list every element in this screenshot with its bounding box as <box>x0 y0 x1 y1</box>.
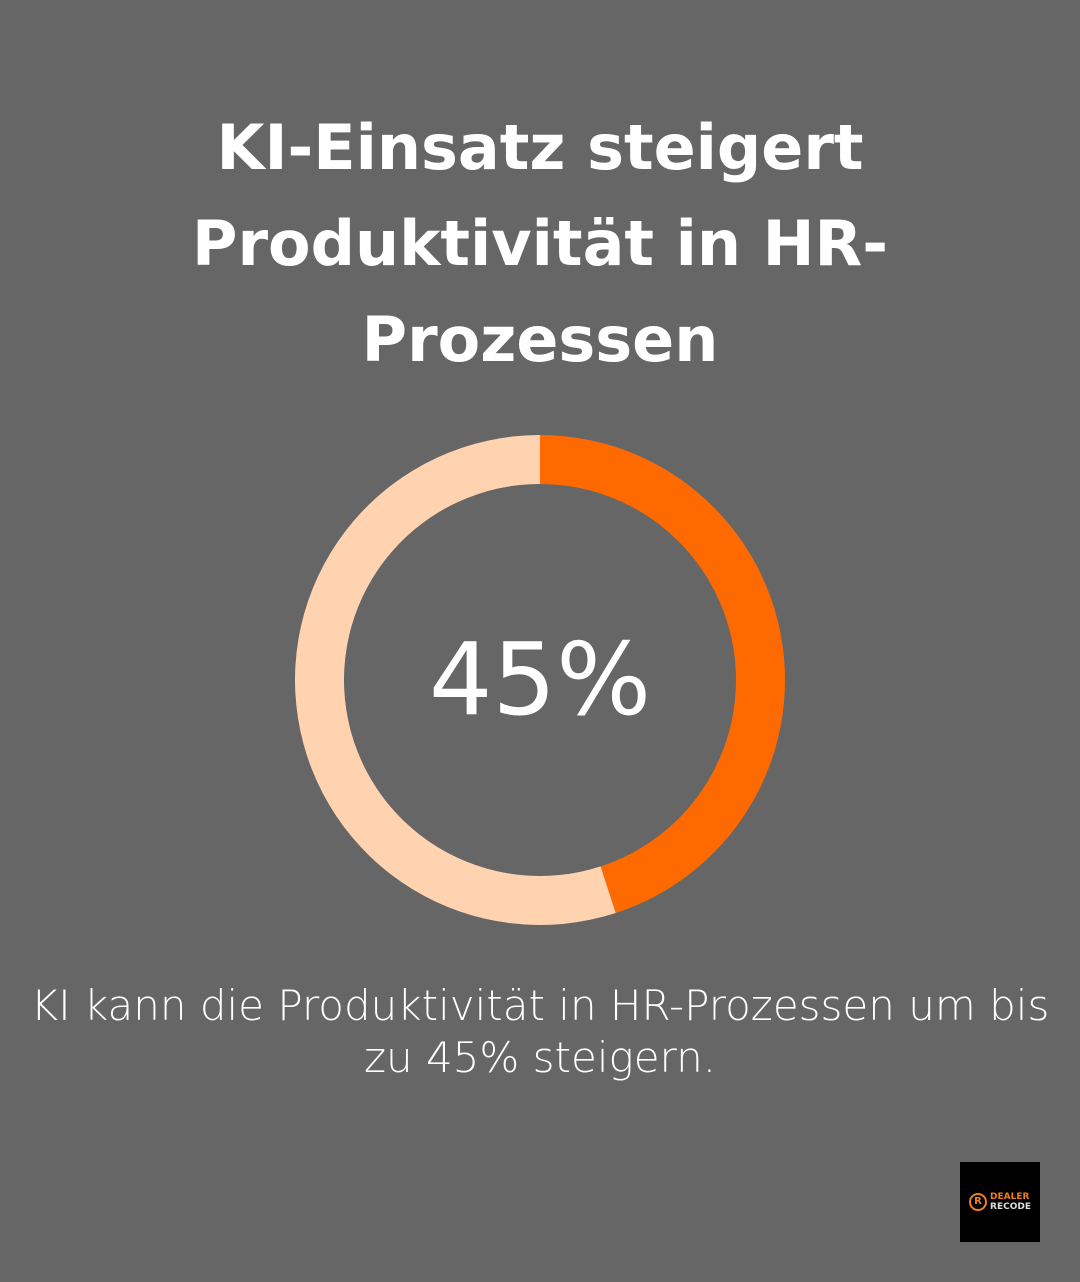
logo-line1: DEALER <box>990 1192 1030 1202</box>
logo-r-icon: R <box>969 1193 988 1211</box>
logo-line2: RECODE <box>990 1202 1031 1212</box>
caption: KI kann die Produktivität in HR-Prozesse… <box>30 981 1050 1082</box>
donut-slice-remainder <box>294 435 616 925</box>
donut-slice-value <box>540 435 785 914</box>
center-value: 45% <box>428 621 652 738</box>
dealer-recode-logo: R DEALER RECODE <box>960 1162 1040 1242</box>
chart-title: KI-Einsatz steigert Produktivität in HR-… <box>192 111 888 376</box>
